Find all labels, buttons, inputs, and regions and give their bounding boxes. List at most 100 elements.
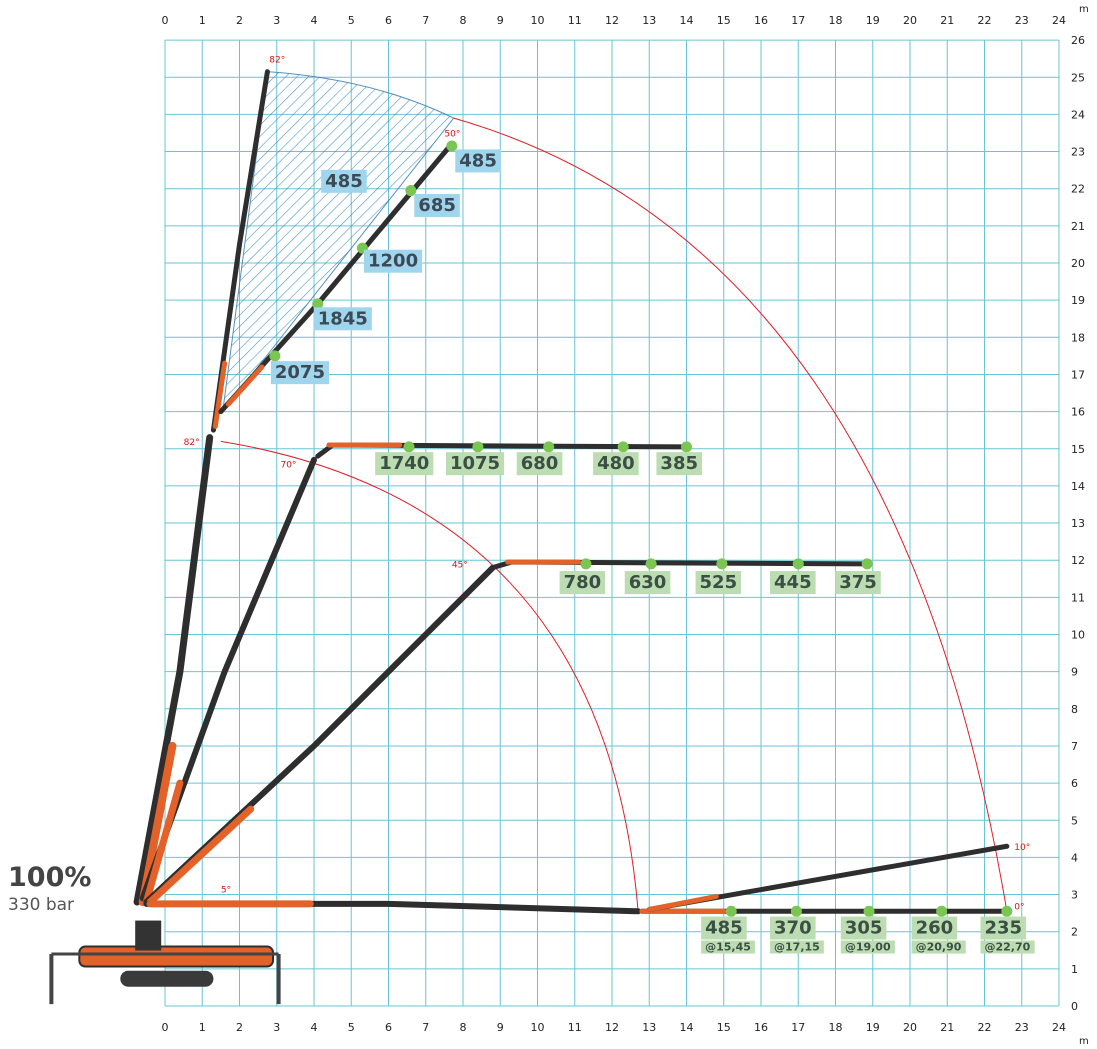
- x-tick-top: 16: [754, 14, 768, 27]
- load-label-reach: @15,45: [705, 941, 751, 954]
- y-tick: 12: [1071, 554, 1085, 567]
- angle-label: 5°: [221, 886, 231, 896]
- y-tick: 24: [1071, 108, 1085, 121]
- x-tick-bottom: 8: [460, 1021, 467, 1034]
- hatch-region: [222, 71, 455, 414]
- angle-label: 45°: [452, 561, 468, 571]
- outer-reach-arc: [453, 117, 1008, 912]
- x-tick-bottom: 5: [348, 1021, 355, 1034]
- load-point: [790, 905, 802, 917]
- load-label-bg: [701, 916, 747, 940]
- x-tick-bottom: 18: [829, 1021, 843, 1034]
- x-tick-bottom: 19: [866, 1021, 880, 1034]
- x-tick-top: 11: [568, 14, 582, 27]
- jib-10-base: [646, 893, 719, 912]
- x-tick-bottom: 11: [568, 1021, 582, 1034]
- load-label-bg: [911, 916, 958, 940]
- y-tick: 7: [1071, 740, 1078, 753]
- load-label-reach-bg: [911, 940, 966, 954]
- load-point: [403, 441, 415, 453]
- x-tick-bottom: 14: [680, 1021, 694, 1034]
- x-tick-bottom: 16: [754, 1021, 768, 1034]
- load-label-reach: @17,15: [774, 941, 820, 954]
- x-tick-top: 15: [717, 14, 731, 27]
- load-label-bg: [656, 452, 703, 476]
- y-tick: 2: [1071, 926, 1078, 939]
- unit-label-bottom: m: [1079, 1036, 1089, 1047]
- load-label-reach: @22,70: [985, 941, 1031, 954]
- angle-label: 70°: [280, 460, 296, 470]
- load-point: [1001, 905, 1013, 917]
- x-tick-top: 3: [273, 14, 280, 27]
- crane-booms: [133, 69, 1010, 915]
- load-label-reach: @20,90: [916, 941, 962, 954]
- x-tick-top: 19: [866, 14, 880, 27]
- x-tick-top: 6: [385, 14, 392, 27]
- crane-body: [78, 945, 275, 968]
- load-point: [936, 905, 948, 917]
- x-tick-bottom: 15: [717, 1021, 731, 1034]
- load-label-bg: [695, 571, 742, 595]
- x-tick-top: 5: [348, 14, 355, 27]
- x-tick-bottom: 4: [311, 1021, 318, 1034]
- y-tick: 16: [1071, 406, 1085, 419]
- load-label-bg: [840, 916, 887, 940]
- load-label-bg: [593, 452, 639, 476]
- load-point: [861, 558, 873, 570]
- load-label-reach-bg: [770, 940, 824, 954]
- load-label-bg: [516, 452, 563, 476]
- load-label: 525: [700, 572, 738, 593]
- y-tick: 26: [1071, 34, 1085, 47]
- x-tick-top: 23: [1015, 14, 1029, 27]
- load-label: 235: [985, 918, 1023, 939]
- load-label-reach: @19,00: [845, 941, 891, 954]
- load-label-bg: [835, 571, 881, 595]
- x-tick-top: 13: [642, 14, 656, 27]
- x-tick-top: 18: [829, 14, 843, 27]
- x-tick-top: 22: [978, 14, 992, 27]
- load-points: [269, 140, 1013, 917]
- load-label-reach-bg: [980, 940, 1035, 954]
- load-point: [792, 558, 804, 570]
- angle-label: 82°: [269, 55, 285, 65]
- x-tick-top: 21: [940, 14, 954, 27]
- reach-arcs: [220, 117, 1008, 912]
- boom-45-base: [146, 805, 255, 906]
- x-tick-top: 12: [605, 14, 619, 27]
- y-tick: 13: [1071, 517, 1085, 530]
- x-tick-bottom: 13: [642, 1021, 656, 1034]
- load-point: [269, 350, 281, 362]
- jib-82-base: [212, 360, 228, 429]
- load-point: [681, 441, 692, 453]
- x-tick-top: 1: [199, 14, 206, 27]
- load-point: [716, 558, 728, 570]
- load-point: [725, 905, 737, 917]
- y-tick: 19: [1071, 294, 1085, 307]
- y-tick: 1: [1071, 963, 1078, 976]
- load-point: [446, 140, 458, 152]
- hatched-work-area: [222, 71, 455, 414]
- load-label-reach-bg: [840, 940, 895, 954]
- crane-column: [135, 920, 162, 951]
- x-tick-top: 9: [497, 14, 504, 27]
- x-tick-bottom: 24: [1052, 1021, 1066, 1034]
- x-tick-bottom: 3: [273, 1021, 280, 1034]
- y-tick: 11: [1071, 591, 1085, 604]
- y-tick: 8: [1071, 703, 1078, 716]
- capacity-percent: 100%: [8, 862, 92, 893]
- y-tick: 0: [1071, 1000, 1078, 1013]
- crane-track: [120, 970, 214, 987]
- crane-base: [49, 920, 281, 1005]
- load-label: 485: [459, 150, 497, 171]
- x-tick-top: 20: [903, 14, 917, 27]
- load-point: [472, 441, 484, 453]
- x-tick-top: 10: [531, 14, 545, 27]
- x-tick-bottom: 12: [605, 1021, 619, 1034]
- load-point: [312, 298, 324, 310]
- y-tick: 5: [1071, 814, 1078, 827]
- axis-ticks: 0011223344556677889910101111121213131414…: [162, 4, 1089, 1047]
- load-point: [617, 441, 629, 453]
- angle-label: 0°: [1014, 902, 1024, 912]
- load-label-bg: [559, 571, 606, 595]
